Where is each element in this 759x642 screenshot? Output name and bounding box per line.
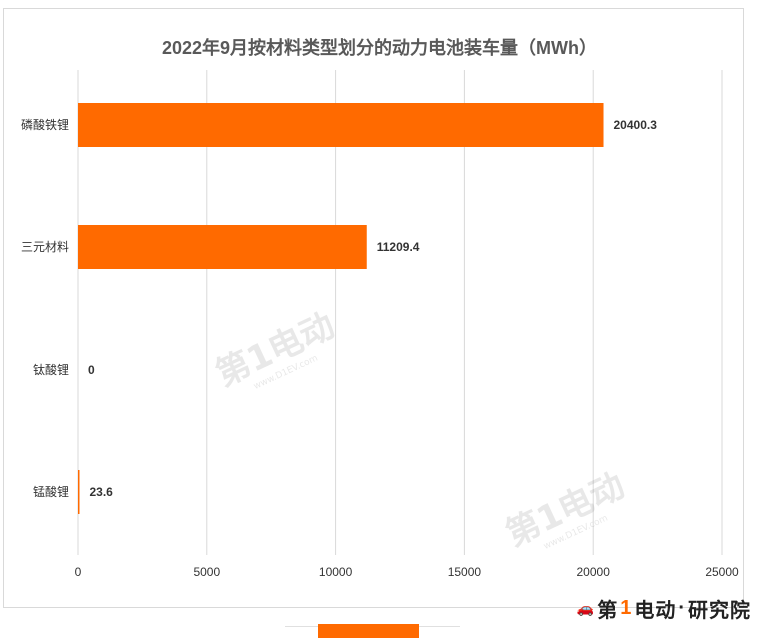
x-tick-label: 15000: [448, 565, 482, 579]
gridlines: [77, 70, 723, 555]
value-label: 23.6: [90, 485, 114, 499]
brand-prefix: 第: [597, 600, 619, 622]
bar: [78, 225, 367, 269]
x-tick-label: 25000: [705, 565, 739, 579]
car-icon: 🚗: [576, 600, 596, 616]
x-tick-labels: 0 5000 10000 15000 20000 25000: [75, 565, 739, 579]
bar: [78, 103, 604, 147]
legend-swatch: [318, 624, 419, 638]
x-tick-label: 5000: [193, 565, 220, 579]
value-label: 20400.3: [614, 118, 658, 132]
brand-name: 电动: [634, 600, 677, 622]
value-labels: 20400.3 11209.4 0 23.6: [88, 118, 657, 499]
value-label: 0: [88, 363, 95, 377]
category-label: 锰酸锂: [33, 484, 69, 499]
brand-number: 1: [620, 597, 633, 619]
brand-logo: 🚗 第 1 电动 · 研究院: [577, 594, 751, 623]
bars: [78, 103, 604, 514]
brand-separator: ·: [678, 597, 686, 619]
bar: [78, 470, 80, 514]
value-label: 11209.4: [377, 240, 420, 254]
category-label: 磷酸铁锂: [21, 117, 69, 132]
category-label: 钛酸锂: [33, 362, 69, 377]
brand-suffix: 研究院: [688, 600, 751, 622]
category-label: 三元材料: [21, 240, 69, 254]
x-tick-label: 20000: [577, 565, 611, 579]
chart-title: 2022年9月按材料类型划分的动力电池装车量（MWh）: [161, 38, 598, 58]
x-tick-label: 10000: [319, 565, 353, 579]
x-tick-label: 0: [75, 565, 82, 579]
